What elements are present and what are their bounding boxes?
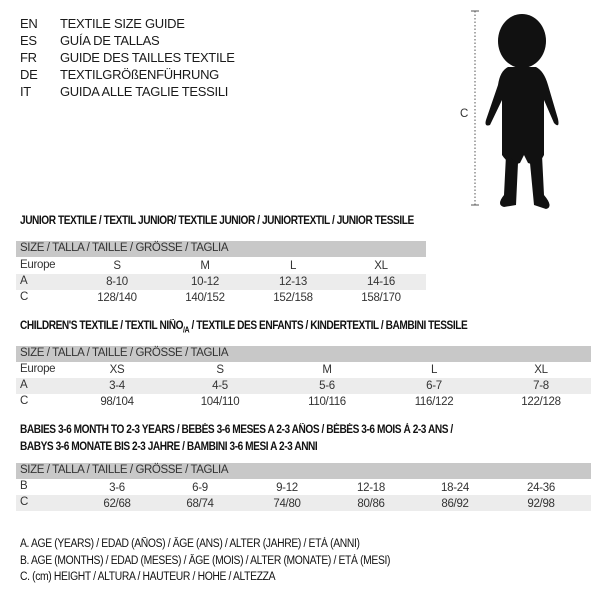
row-label: B xyxy=(20,480,28,492)
size-header: SIZE / TALLA / TAILLE / GRÖSSE / TAGLIA xyxy=(20,242,229,254)
table-cell: 6-9 xyxy=(192,482,208,494)
table-cell: 104/110 xyxy=(200,396,240,408)
table-cell: XS xyxy=(109,364,125,376)
table-cell: 128/140 xyxy=(97,292,137,304)
table-cell: S xyxy=(113,260,121,272)
lang-code: EN xyxy=(20,16,38,31)
lang-title: TEXTILE SIZE GUIDE xyxy=(60,16,185,31)
children-title-text: CHILDREN'S TEXTILE / TEXTIL NIÑO xyxy=(20,320,184,332)
table-cell: 3-4 xyxy=(109,380,125,392)
lang-title: GUIDE DES TAILLES TEXTILE xyxy=(60,50,235,65)
lang-code: IT xyxy=(20,84,31,99)
row-label: Europe xyxy=(20,363,56,375)
table-cell: 3-6 xyxy=(109,482,125,494)
size-header-bar xyxy=(16,346,591,362)
row-label: C xyxy=(20,291,29,303)
table-cell: 140/152 xyxy=(185,292,225,304)
row-shade xyxy=(16,378,591,394)
size-header: SIZE / TALLA / TAILLE / GRÖSSE / TAGLIA xyxy=(20,347,229,359)
lang-title: GUIDA ALLE TAGLIE TESSILI xyxy=(60,84,229,99)
lang-code: ES xyxy=(20,33,37,48)
legend-item: B. AGE (MONTHS) / EDAD (MESES) / ÂGE (MO… xyxy=(20,555,391,567)
row-label: C xyxy=(20,395,29,407)
row-shade xyxy=(16,495,591,511)
table-cell: 5-6 xyxy=(319,380,335,392)
legend-item: C. (cm) HEIGHT / ALTURA / HAUTEUR / HÖHE… xyxy=(20,571,276,583)
table-cell: 14-16 xyxy=(367,276,395,288)
table-cell: 80/86 xyxy=(357,498,385,510)
table-cell: 4-5 xyxy=(212,380,228,392)
table-cell: S xyxy=(216,364,224,376)
table-cell: 74/80 xyxy=(273,498,301,510)
babies-title-line1: BABIES 3-6 MONTH TO 2-3 YEARS / BEBÉS 3-… xyxy=(20,424,453,436)
table-cell: 68/74 xyxy=(186,498,214,510)
table-cell: XL xyxy=(374,260,388,272)
lang-title: GUÍA DE TALLAS xyxy=(60,33,160,48)
table-cell: 6-7 xyxy=(426,380,442,392)
size-header-bar xyxy=(16,241,426,257)
row-label: Europe xyxy=(20,259,56,271)
size-header: SIZE / TALLA / TAILLE / GRÖSSE / TAGLIA xyxy=(20,464,229,476)
table-cell: 122/128 xyxy=(521,396,561,408)
children-title-rest: / TEXTILE DES ENFANTS / KINDERTEXTIL / B… xyxy=(189,320,468,332)
table-cell: 9-12 xyxy=(276,482,298,494)
table-cell: L xyxy=(430,364,438,376)
junior-title: JUNIOR TEXTILE / TEXTIL JUNIOR/ TEXTILE … xyxy=(20,215,414,227)
table-cell: 12-18 xyxy=(357,482,385,494)
child-silhouette-icon xyxy=(471,10,559,209)
lang-title: TEXTILGRÖßENFÜHRUNG xyxy=(60,67,219,82)
table-cell: 98/104 xyxy=(100,396,134,408)
row-label: C xyxy=(20,496,29,508)
table-cell: 18-24 xyxy=(441,482,469,494)
lang-code: DE xyxy=(20,67,38,82)
table-cell: 158/170 xyxy=(361,292,401,304)
table-cell: 10-12 xyxy=(191,276,219,288)
legend-item: A. AGE (YEARS) / EDAD (AÑOS) / ÂGE (ANS)… xyxy=(20,538,360,550)
table-cell: 24-36 xyxy=(527,482,555,494)
table-cell: 92/98 xyxy=(527,498,555,510)
table-cell: L xyxy=(289,260,297,272)
table-cell: 62/68 xyxy=(103,498,131,510)
size-header-bar xyxy=(16,463,591,479)
children-title: CHILDREN'S TEXTILE / TEXTIL NIÑO/A / TEX… xyxy=(20,320,468,335)
table-cell: 152/158 xyxy=(273,292,313,304)
measure-label: C xyxy=(460,108,469,120)
table-cell: 7-8 xyxy=(533,380,549,392)
table-cell: 110/116 xyxy=(308,396,346,408)
babies-title-line2: BABYS 3-6 MONATE BIS 2-3 JAHRE / BAMBINI… xyxy=(20,441,318,453)
row-label: A xyxy=(20,379,28,391)
table-cell: XL xyxy=(534,364,548,376)
table-cell: 12-13 xyxy=(279,276,307,288)
table-cell: 116/122 xyxy=(414,396,454,408)
row-shade xyxy=(16,274,426,290)
lang-code: FR xyxy=(20,50,37,65)
table-cell: M xyxy=(200,260,210,272)
table-cell: 8-10 xyxy=(106,276,128,288)
row-label: A xyxy=(20,275,28,287)
table-cell: 86/92 xyxy=(441,498,469,510)
children-title-sub: /A xyxy=(183,325,190,335)
table-cell: M xyxy=(322,364,332,376)
